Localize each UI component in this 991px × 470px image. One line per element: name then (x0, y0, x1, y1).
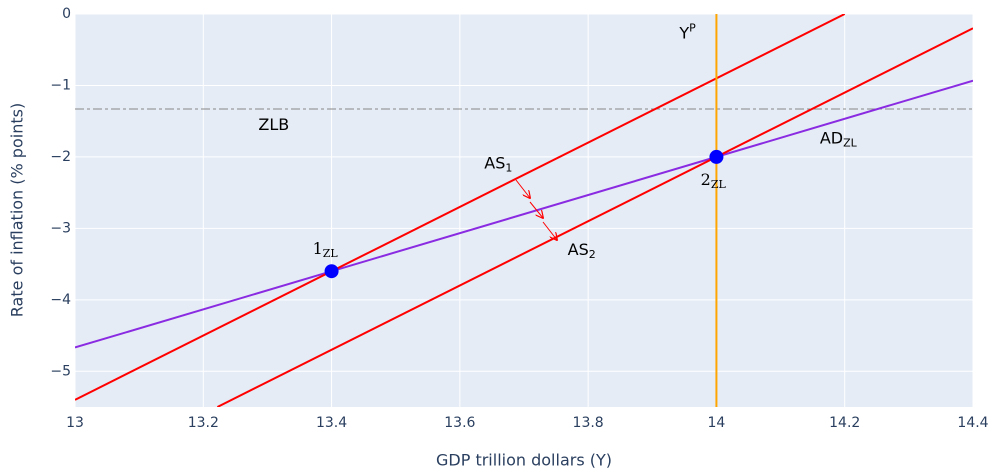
annotation-subscript: ZL (843, 136, 858, 149)
x-tick-label: 13.8 (573, 415, 604, 431)
y-tick-label: −5 (50, 363, 71, 379)
annotation-text: Y (678, 23, 689, 42)
annotation-subscript: 1 (505, 161, 512, 174)
x-tick-label: 14.4 (957, 415, 988, 431)
line (216, 27, 973, 407)
plot-background (75, 14, 973, 407)
y-tick-label: −1 (50, 77, 71, 93)
y-tick-label: 0 (62, 6, 71, 22)
annotation-text: ZLB (258, 114, 289, 133)
y-axis-title: Rate of inflation (% points) (8, 103, 27, 317)
point (709, 149, 724, 164)
y-tick-label: −3 (50, 220, 71, 236)
annotation-text: AS (484, 153, 505, 172)
annotation: YP (678, 21, 696, 42)
arrow (529, 201, 543, 218)
annotation-subscript: 2 (589, 248, 596, 261)
shift-arrows (515, 179, 557, 240)
line (75, 79, 973, 349)
annotation-text: AD (820, 128, 843, 147)
arrow (542, 221, 557, 240)
annotation: AS2 (568, 239, 596, 260)
annotation: AS1 (484, 153, 512, 175)
x-tick-label: 13.4 (316, 415, 347, 431)
arrow (515, 179, 530, 198)
x-tick-label: 13 (66, 415, 84, 431)
annotation: 2ZL (701, 169, 727, 191)
y-tick-label: −2 (50, 149, 71, 165)
y-tick-label: −4 (50, 292, 71, 308)
plot-lines (75, 14, 973, 407)
point (324, 264, 339, 279)
annotation: ZLB (258, 114, 289, 133)
x-tick-label: 14.2 (829, 415, 860, 431)
x-tick-label: 13.6 (444, 415, 475, 431)
annotation-text: 1 (313, 239, 323, 258)
x-axis-title: GDP trillion dollars (Y) (436, 451, 612, 470)
annotation-text: AS (568, 239, 589, 258)
x-tick-label: 14 (708, 415, 726, 431)
annotation-subscript: ZL (711, 178, 727, 191)
annotation-text: 2 (701, 169, 711, 188)
x-tick-label: 13.2 (188, 415, 219, 431)
annotation: ADZL (820, 128, 858, 150)
annotation-superscript: P (689, 21, 696, 34)
annotation-subscript: ZL (323, 247, 339, 260)
annotation: 1ZL (313, 239, 339, 261)
